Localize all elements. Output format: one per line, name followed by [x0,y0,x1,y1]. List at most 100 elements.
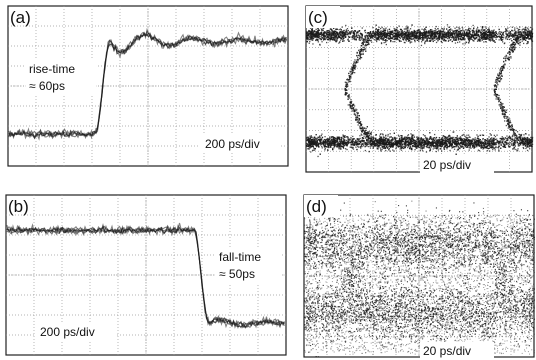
panel-c-eye-sample [480,141,482,143]
panel-c-eye-sample [499,68,501,71]
panel-c-eye-sample [374,145,376,147]
panel-c-eye-sample [494,142,497,144]
panel-c-eye-sample [495,146,497,148]
panel-c-eye-sample [347,38,349,40]
panel-c-eye-sample [355,38,357,40]
panel-c-eye-sample [486,150,489,152]
panel-c-eye-sample [342,134,344,136]
panel-c-eye-sample [316,137,318,139]
panel-c-eye-sample [425,140,427,142]
panel-c-eye-sample [476,33,478,35]
panel-c-eye-sample [409,36,411,38]
panel-c-eye-sample [336,136,338,138]
panel-c-eye-sample [519,36,522,38]
panel-c-eye-sample [495,38,497,40]
panel-c-eye-sample [499,77,501,79]
panel-c-eye-sample [355,65,357,67]
panel-c-eye-sample [462,43,464,45]
panel-c-eye-sample [441,145,444,147]
panel-c-eye-sample [496,138,498,140]
panel-c-eye-sample [504,120,506,122]
panel-c-eye-sample [526,143,528,145]
panel-c-eye-sample [354,113,356,115]
panel-c-eye-sample [357,59,359,62]
panel-c-eye-sample [358,38,360,40]
panel-c-eye-sample [403,36,405,38]
panel-c-eye-sample [501,67,504,70]
panel-c-eye-sample [493,134,495,136]
panel-c-eye-sample [510,124,513,127]
panel-c-eye-sample [518,28,520,30]
panel-c-eye-sample [468,147,470,149]
panel-c-eye-sample [468,33,470,36]
panel-c-eye-sample [434,147,436,149]
panel-c-eye-sample [357,54,360,57]
panel-c-eye-sample [376,39,378,41]
panel-c-eye-sample [481,30,483,32]
panel-c-eye-sample [408,38,410,40]
panel-c-eye-sample [519,44,521,46]
panel-c-eye-sample [355,146,357,148]
panel-a-trace-band [8,27,287,140]
panel-c-eye-sample [489,133,491,135]
panel-c-eye-sample [364,133,366,136]
panel-c-eye-sample [400,147,402,149]
panel-c-eye-sample [400,40,402,42]
panel-c-eye-sample [483,41,485,43]
panel-c-eye-sample [525,26,527,28]
panel-c-eye-sample [514,47,516,49]
panel-c-eye-sample [364,30,366,32]
panel-c-eye-sample [465,33,467,36]
panel-c-eye-sample [501,136,503,138]
panel-c-eye-sample [436,141,438,143]
panel-c-eye-sample [503,64,505,66]
panel-c-eye-sample [387,135,389,137]
panel-c-eye-sample [511,127,513,129]
panel-c-eye-sample [434,27,436,30]
panel-c-eye-sample [338,148,340,150]
panel-c-eye-sample [516,131,519,133]
panel-c-eye-sample [499,76,501,78]
panel-c-eye-sample [441,150,443,152]
panel-c-eye-sample [473,147,475,149]
panel-c-eye-sample [494,138,497,141]
panel-c-eye-sample [503,35,505,37]
panel-c-eye-sample [405,136,407,138]
panel-c-eye-sample [412,37,414,40]
panel-c-eye-sample [520,133,523,136]
panel-c-eye-sample [360,133,362,135]
panel-c-eye-sample [384,28,386,30]
panel-c-eye-sample [328,30,330,33]
panel-c-eye-sample [457,37,460,40]
panel-c-eye-sample [360,56,363,59]
panel-c-eye-sample [438,145,440,148]
panel-c-eye-sample [333,36,335,38]
panel-c-eye-sample [369,40,372,42]
panel-c-eye-sample [331,138,333,140]
panel-c-eye-sample [500,73,503,75]
panel-c-eye-sample [425,29,427,31]
panel-c-eye-sample [436,145,438,147]
panel-c-eye-sample [498,39,500,41]
panel-c-eye-sample [420,146,422,148]
panel-c-eye-sample [361,131,363,133]
panel-c-eye-sample [504,113,506,116]
panel-c-eye-sample [512,30,514,32]
panel-b-trace-band [6,224,285,329]
panel-c-eye-sample [365,41,367,44]
panel-c-eye-sample [329,144,331,146]
panel-c-eye-sample [355,33,357,35]
panel-c-eye-sample [367,41,370,43]
panel-c-eye-sample [355,36,357,38]
panel-c-eye-sample [473,40,475,42]
panel-c-eye-sample [471,138,474,140]
panel-c-eye-sample [371,145,373,147]
panel-c-eye-sample [311,27,314,30]
panel-c-eye-sample [395,148,397,150]
panel-c-eye-sample [484,26,486,28]
panel-c-plot-area [305,5,534,173]
panel-c-eye-sample [421,39,424,41]
panel-c-eye-sample [423,38,425,40]
panel-c-eye-sample [395,35,397,37]
panel-c-eye-sample [311,38,314,40]
